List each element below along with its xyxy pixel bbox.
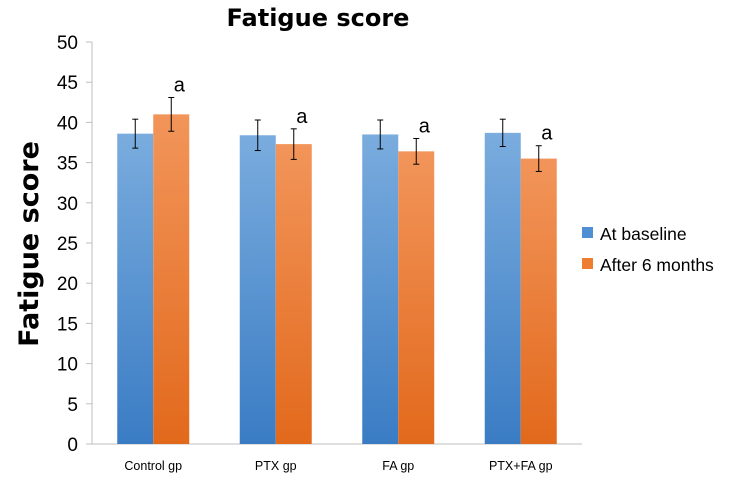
significance-annotation-0: a bbox=[174, 74, 186, 96]
y-tick-label: 40 bbox=[57, 113, 78, 134]
x-tick-label: PTX+FA gp bbox=[489, 459, 553, 473]
x-tick-label: Control gp bbox=[124, 459, 182, 473]
bar-after-6-months-1 bbox=[275, 144, 312, 444]
legend-label-after-6-months: After 6 months bbox=[600, 255, 714, 275]
y-axis-ticks: 0 5 10 15 20 25 30 35 40 45 50 bbox=[57, 33, 92, 456]
x-tick-label: PTX gp bbox=[255, 459, 297, 473]
legend-swatch-after-6-months bbox=[582, 258, 593, 269]
y-tick-label: 0 bbox=[67, 435, 78, 456]
y-tick-label: 30 bbox=[57, 194, 78, 215]
significance-annotation-1: a bbox=[296, 106, 308, 128]
bar-after-6-months-0 bbox=[153, 114, 190, 445]
y-tick-label: 50 bbox=[57, 33, 78, 54]
bar-after-6-months-2 bbox=[398, 151, 435, 444]
y-tick-label: 35 bbox=[57, 154, 78, 175]
legend-swatch-at-baseline bbox=[582, 227, 593, 238]
bars-group: a a a a bbox=[117, 74, 557, 445]
bar-baseline-0 bbox=[117, 133, 154, 444]
chart-title: Fatigue score bbox=[227, 4, 410, 32]
y-tick-label: 10 bbox=[57, 355, 78, 376]
y-tick-label: 20 bbox=[57, 274, 78, 295]
bar-baseline-3 bbox=[484, 132, 521, 445]
y-tick-label: 15 bbox=[57, 314, 78, 335]
y-tick-label: 45 bbox=[57, 73, 78, 94]
significance-annotation-3: a bbox=[541, 123, 553, 145]
y-tick-label: 5 bbox=[67, 395, 78, 416]
bar-baseline-1 bbox=[239, 135, 276, 444]
legend: At baseline After 6 months bbox=[582, 224, 714, 275]
bar-after-6-months-3 bbox=[520, 158, 557, 444]
significance-annotation-2: a bbox=[419, 115, 431, 137]
x-axis-ticks: Control gp PTX gp FA gp PTX+FA gp bbox=[124, 459, 552, 473]
bar-baseline-2 bbox=[362, 134, 399, 444]
x-tick-label: FA gp bbox=[382, 459, 414, 473]
y-tick-label: 25 bbox=[57, 234, 78, 255]
legend-label-at-baseline: At baseline bbox=[600, 224, 687, 244]
y-axis-label: Fatigue score bbox=[14, 141, 45, 347]
